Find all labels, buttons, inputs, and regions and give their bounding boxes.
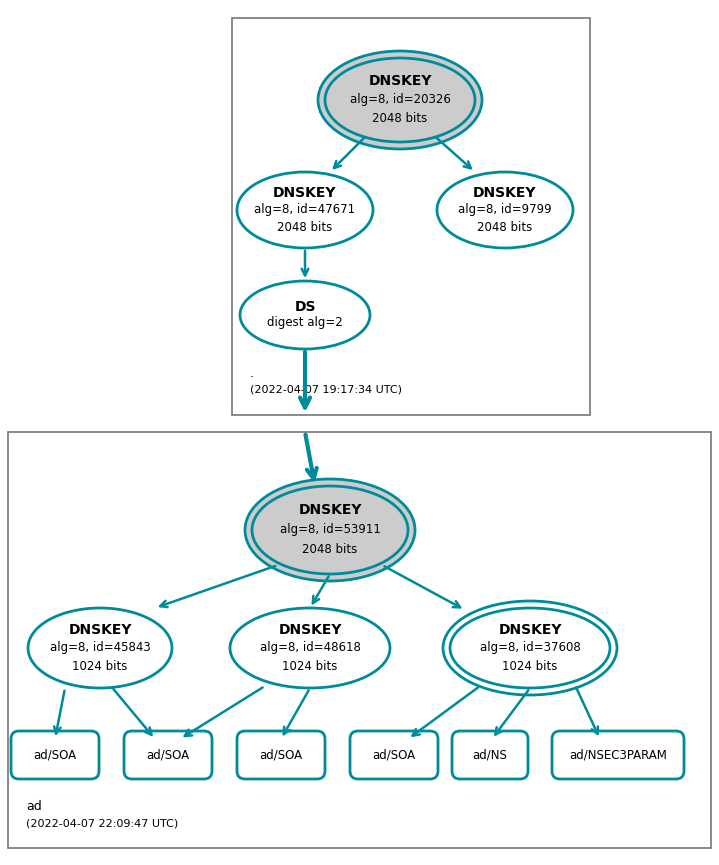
FancyBboxPatch shape [8,432,711,848]
Text: (2022-04-07 22:09:47 UTC): (2022-04-07 22:09:47 UTC) [26,818,178,828]
FancyBboxPatch shape [11,731,99,779]
Text: alg=8, id=53911: alg=8, id=53911 [280,523,380,536]
Text: ad/SOA: ad/SOA [372,748,416,761]
Ellipse shape [437,172,573,248]
Text: DNSKEY: DNSKEY [68,623,132,637]
FancyBboxPatch shape [232,18,590,415]
Text: ad: ad [26,800,42,813]
Text: DNSKEY: DNSKEY [278,623,342,637]
FancyBboxPatch shape [350,731,438,779]
Text: alg=8, id=37608: alg=8, id=37608 [480,642,580,655]
Text: 1024 bits: 1024 bits [73,659,128,672]
Text: 2048 bits: 2048 bits [303,543,357,556]
FancyBboxPatch shape [552,731,684,779]
Text: alg=8, id=20326: alg=8, id=20326 [349,93,450,106]
Text: DNSKEY: DNSKEY [298,503,362,517]
Text: alg=8, id=45843: alg=8, id=45843 [50,642,150,655]
Text: 2048 bits: 2048 bits [372,112,428,125]
Ellipse shape [237,172,373,248]
Text: (2022-04-07 19:17:34 UTC): (2022-04-07 19:17:34 UTC) [250,385,402,395]
Text: ad/NS: ad/NS [472,748,508,761]
Text: alg=8, id=48618: alg=8, id=48618 [260,642,360,655]
Ellipse shape [443,601,617,695]
Text: 2048 bits: 2048 bits [477,221,533,234]
Text: DNSKEY: DNSKEY [368,74,431,88]
Text: DS: DS [294,300,316,314]
Text: ad/SOA: ad/SOA [260,748,303,761]
Text: ad/SOA: ad/SOA [147,748,190,761]
Text: DNSKEY: DNSKEY [473,186,537,200]
Ellipse shape [318,51,482,149]
FancyBboxPatch shape [124,731,212,779]
Ellipse shape [252,486,408,574]
Ellipse shape [240,281,370,349]
Text: ad/SOA: ad/SOA [34,748,76,761]
Text: digest alg=2: digest alg=2 [267,316,343,330]
FancyBboxPatch shape [452,731,528,779]
Text: .: . [250,367,254,380]
Text: DNSKEY: DNSKEY [498,623,562,637]
Text: 2048 bits: 2048 bits [278,221,333,234]
Text: ad/NSEC3PARAM: ad/NSEC3PARAM [569,748,667,761]
Text: alg=8, id=47671: alg=8, id=47671 [255,203,356,216]
Ellipse shape [230,608,390,688]
Text: alg=8, id=9799: alg=8, id=9799 [458,203,551,216]
Ellipse shape [325,58,475,142]
Text: 1024 bits: 1024 bits [283,659,338,672]
Text: 1024 bits: 1024 bits [503,659,558,672]
Ellipse shape [450,608,610,688]
FancyBboxPatch shape [237,731,325,779]
Ellipse shape [28,608,172,688]
Text: DNSKEY: DNSKEY [273,186,336,200]
Ellipse shape [245,479,415,581]
